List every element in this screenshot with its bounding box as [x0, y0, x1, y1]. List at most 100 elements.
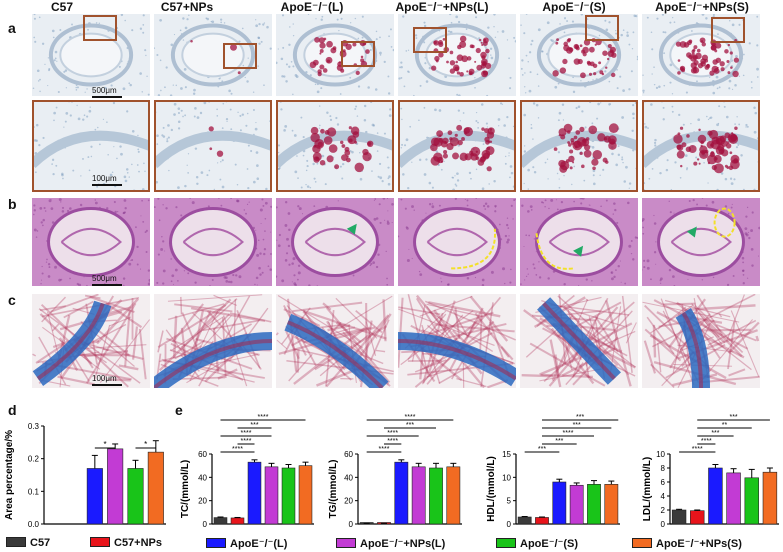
scalebar-a-top: 500μm [92, 86, 122, 98]
bar-0 [671, 509, 687, 525]
micrograph-c-masson-3 [398, 294, 516, 388]
significance-label-4: **** [258, 414, 269, 421]
y-tick-label: 0 [203, 520, 208, 529]
significance-label-2: **** [241, 430, 252, 437]
significance-label-1: **** [387, 438, 398, 445]
significance-label-3: *** [406, 422, 414, 429]
y-tick-label: 10 [656, 450, 665, 459]
panel-letter-c: c [8, 292, 16, 308]
micrograph-c-masson-0 [32, 294, 150, 388]
significance-label-3: ** [722, 422, 728, 429]
y-tick-label: 60 [198, 450, 207, 459]
legend-label: ApoE⁻/⁻+NPs(S) [656, 538, 742, 550]
bar-1 [690, 510, 705, 525]
bar-2 [552, 481, 567, 525]
bar-3 [107, 448, 124, 525]
panel-letter-e: e [175, 402, 183, 418]
significance-label-0: **** [379, 446, 390, 453]
scalebar-b-label: 500μm [92, 274, 117, 283]
col-header-4: ApoE⁻/⁻(S) [542, 0, 606, 14]
bar-5 [147, 451, 164, 525]
scalebar-a-bottom: 100μm [92, 174, 122, 186]
y-tick-label: 0.2 [28, 455, 40, 464]
significance-label-4: **** [405, 414, 416, 421]
y-axis-label: TC/(mmol/L) [180, 460, 191, 518]
y-tick-label: 10 [502, 473, 511, 482]
legend-label: ApoE⁻/⁻+NPs(L) [360, 538, 446, 550]
micrograph-c-masson-4 [520, 294, 638, 388]
micrograph-a-overview-0 [32, 14, 150, 96]
bar-4 [744, 477, 759, 525]
y-tick-label: 60 [344, 450, 353, 459]
y-tick-label: 0 [507, 520, 512, 529]
bar-4 [281, 467, 296, 525]
legend-label: C57+NPs [114, 537, 163, 549]
y-axis-label: HDL/(mmol/L) [486, 456, 497, 522]
legend-swatch [90, 537, 110, 547]
bar-2 [247, 461, 262, 525]
bar-1 [230, 517, 245, 525]
col-header-2: ApoE⁻/⁻(L) [280, 0, 344, 14]
col-header-3: ApoE⁻/⁻+NPs(L) [395, 0, 489, 14]
chart-area-percentage: 0.0 0.1 0.2 0.3 Area percentage/% * * [4, 422, 166, 529]
significance-label-2: *** [711, 430, 719, 437]
legend-item-c57: C57 [6, 537, 50, 549]
y-tick-label: 40 [344, 473, 353, 482]
micrograph-a-zoom-3 [398, 100, 516, 192]
significance-label-2: **** [387, 430, 398, 437]
significance-label-1: **** [701, 438, 712, 445]
bar-4 [587, 484, 601, 525]
panel-letter-a: a [8, 20, 16, 36]
y-tick-label: 20 [198, 497, 207, 506]
panel-letter-b: b [8, 196, 17, 212]
y-tick-label: 0 [661, 520, 666, 529]
micrograph-b-he-2 [276, 198, 394, 286]
y-axis-label: TG/(mmol/L) [328, 460, 339, 519]
bar-1 [535, 517, 549, 525]
bar-2 [86, 468, 103, 525]
scalebar-a-top-label: 500μm [92, 86, 117, 95]
legend-item-apoe-nps-l: ApoE⁻/⁻+NPs(L) [336, 537, 445, 550]
significance-label-1: **** [241, 438, 252, 445]
significance-label-1: * [144, 440, 147, 449]
legend-item-apoe-s: ApoE⁻/⁻(S) [496, 537, 578, 550]
y-axis-label: LDL/(mmol/L) [642, 457, 653, 521]
y-tick-label: 0.1 [28, 487, 40, 496]
significance-label-4: *** [576, 414, 584, 421]
micrograph-c-masson-5 [642, 294, 760, 388]
micrograph-a-overview-2 [276, 14, 394, 96]
micrograph-a-overview-3 [398, 14, 516, 96]
bar-4 [127, 468, 144, 525]
micrograph-a-zoom-5 [642, 100, 760, 192]
significance-label-0: **** [692, 446, 703, 453]
bar-5 [298, 465, 313, 525]
col-header-0: C57 [50, 0, 73, 14]
legend-item-apoe-nps-s: ApoE⁻/⁻+NPs(S) [632, 537, 742, 550]
bar-0 [517, 516, 532, 525]
y-tick-label: 4 [661, 492, 666, 501]
micrograph-a-zoom-2 [276, 100, 394, 192]
bar-3 [264, 466, 279, 525]
legend-label: C57 [30, 537, 51, 549]
significance-label-1: *** [555, 438, 563, 445]
micrograph-a-overview-4 [520, 14, 638, 96]
significance-label-2: **** [563, 430, 574, 437]
col-header-1: C57+NPs [160, 0, 214, 14]
legend-item-c57-nps: C57+NPs [90, 537, 162, 549]
micrograph-b-he-1 [154, 198, 272, 286]
significance-label-0: **** [232, 446, 243, 453]
bar-5 [604, 484, 619, 525]
scalebar-b: 500μm [92, 274, 122, 286]
scalebar-c-label: 100μm [92, 374, 117, 383]
col-header-5: ApoE⁻/⁻+NPs(S) [655, 0, 749, 14]
scalebar-a-bottom-label: 100μm [92, 174, 117, 183]
bar-2 [394, 461, 409, 525]
y-tick-label: 0.3 [28, 422, 40, 431]
legend: C57 C57+NPs ApoE⁻/⁻(L) ApoE⁻/⁻+NPs(L) Ap… [0, 536, 783, 552]
bar-0 [213, 517, 228, 525]
significance-label-3: *** [573, 422, 581, 429]
significance-label-0: * [103, 440, 106, 449]
